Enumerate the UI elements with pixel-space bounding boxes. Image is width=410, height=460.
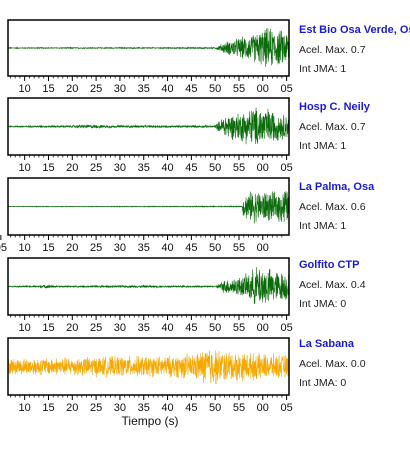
acel-max: Acel. Max. 0.7 — [299, 121, 366, 133]
x-tick-label: 55 — [233, 402, 245, 414]
x-tick-label: 50 — [209, 402, 221, 414]
x-tick-label: 20 — [66, 83, 78, 95]
acel-max: Acel. Max. 0.7 — [299, 44, 366, 56]
x-tick-label: 05 — [280, 162, 292, 174]
int-jma: Int JMA: 1 — [299, 140, 347, 152]
x-tick-label: 50 — [209, 242, 221, 254]
station-name: Golfito CTP — [299, 259, 360, 271]
x-tick-label: 50 — [209, 162, 221, 174]
x-tick-label: 35 — [138, 402, 150, 414]
station-info-2: Hosp C. Neily Acel. Max. 0.7 Int JMA: 1 — [299, 101, 409, 152]
x-tick-label: 30 — [114, 83, 126, 95]
x-tick-label: 20 — [66, 242, 78, 254]
x-tick-label: 30 — [114, 242, 126, 254]
station-name: La Palma, Osa — [299, 181, 375, 193]
x-tick-label: 40 — [161, 242, 173, 254]
int-jma: Int JMA: 0 — [299, 377, 347, 389]
x-tick-label: 25 — [90, 83, 102, 95]
acel-max: Acel. Max. 0.4 — [299, 279, 366, 291]
x-tick-label: 25 — [90, 242, 102, 254]
x-tick-label: 15 — [42, 322, 54, 334]
x-tick-label: 45 — [185, 242, 197, 254]
waveform-trace — [7, 107, 290, 145]
acel-max: Acel. Max. 0.6 — [299, 201, 366, 213]
int-jma: Int JMA: 1 — [299, 220, 347, 232]
x-tick-label: 55 — [233, 83, 245, 95]
x-tick-label: 30 — [114, 402, 126, 414]
x-tick-label: 15 — [42, 402, 54, 414]
x-tick-label: 05 — [0, 242, 7, 254]
acel-max: Acel. Max. 0.0 — [299, 358, 366, 370]
x-axis-label: Tiempo (s) — [121, 414, 179, 428]
x-tick-label: 35 — [138, 162, 150, 174]
x-tick-label: 15 — [42, 242, 54, 254]
x-tick-label: 50 — [209, 83, 221, 95]
x-tick-label: 10 — [19, 322, 31, 334]
x-tick-label: 00 — [257, 322, 269, 334]
waveform-trace — [7, 191, 290, 224]
x-tick-label: 55 — [233, 242, 245, 254]
x-tick-label: 55 — [233, 162, 245, 174]
station-info-5: La Sabana Acel. Max. 0.0 Int JMA: 0 — [299, 338, 409, 389]
x-tick-label: 00 — [257, 242, 269, 254]
x-tick-label: 15 — [42, 83, 54, 95]
x-tick-label: 45 — [185, 83, 197, 95]
x-tick-label: 10 — [19, 83, 31, 95]
x-tick-label: 35 — [138, 322, 150, 334]
x-tick-label: 50 — [209, 322, 221, 334]
station-name: La Sabana — [299, 338, 355, 350]
station-info-4: Golfito CTP Acel. Max. 0.4 Int JMA: 0 — [299, 259, 409, 310]
x-tick-label: 20 — [66, 402, 78, 414]
x-tick-label: 15 — [42, 162, 54, 174]
x-tick-label: 55 — [233, 322, 245, 334]
x-tick-label: 40 — [161, 83, 173, 95]
waveform-trace — [7, 350, 290, 385]
station-info-3: La Palma, Osa Acel. Max. 0.6 Int JMA: 1 — [299, 181, 409, 232]
x-tick-label: 10 — [19, 402, 31, 414]
x-tick-label: 20 — [66, 322, 78, 334]
x-tick-label: 30 — [114, 322, 126, 334]
station-name: Est Bio Osa Verde, Osa — [299, 24, 410, 36]
x-tick-label: 45 — [185, 402, 197, 414]
x-tick-label: 10 — [19, 162, 31, 174]
x-tick-label: 45 — [185, 322, 197, 334]
x-tick-label: 05 — [280, 83, 292, 95]
x-tick-label: 00 — [257, 402, 269, 414]
x-tick-label: 25 — [90, 322, 102, 334]
int-jma: Int JMA: 1 — [299, 63, 347, 75]
x-tick-label: 25 — [90, 402, 102, 414]
x-tick-label: 35 — [138, 242, 150, 254]
station-info-1: Est Bio Osa Verde, Osa Acel. Max. 0.7 In… — [299, 24, 410, 75]
x-tick-label: 45 — [185, 162, 197, 174]
x-tick-label: 10 — [19, 242, 31, 254]
x-tick-label: 35 — [138, 83, 150, 95]
x-tick-label: 05 — [280, 322, 292, 334]
x-tick-label: 30 — [114, 162, 126, 174]
waveform-trace — [7, 267, 290, 305]
x-tick-label: 00 — [257, 83, 269, 95]
waveform-trace — [7, 28, 290, 67]
x-tick-label: 40 — [161, 322, 173, 334]
x-tick-label: 25 — [90, 162, 102, 174]
x-tick-label: 20 — [66, 162, 78, 174]
x-tick-label: 00 — [257, 162, 269, 174]
x-tick-label: 40 — [161, 162, 173, 174]
x-tick-label: 05 — [280, 402, 292, 414]
station-name: Hosp C. Neily — [299, 101, 370, 113]
int-jma: Int JMA: 0 — [299, 298, 347, 310]
x-tick-label: 40 — [161, 402, 173, 414]
